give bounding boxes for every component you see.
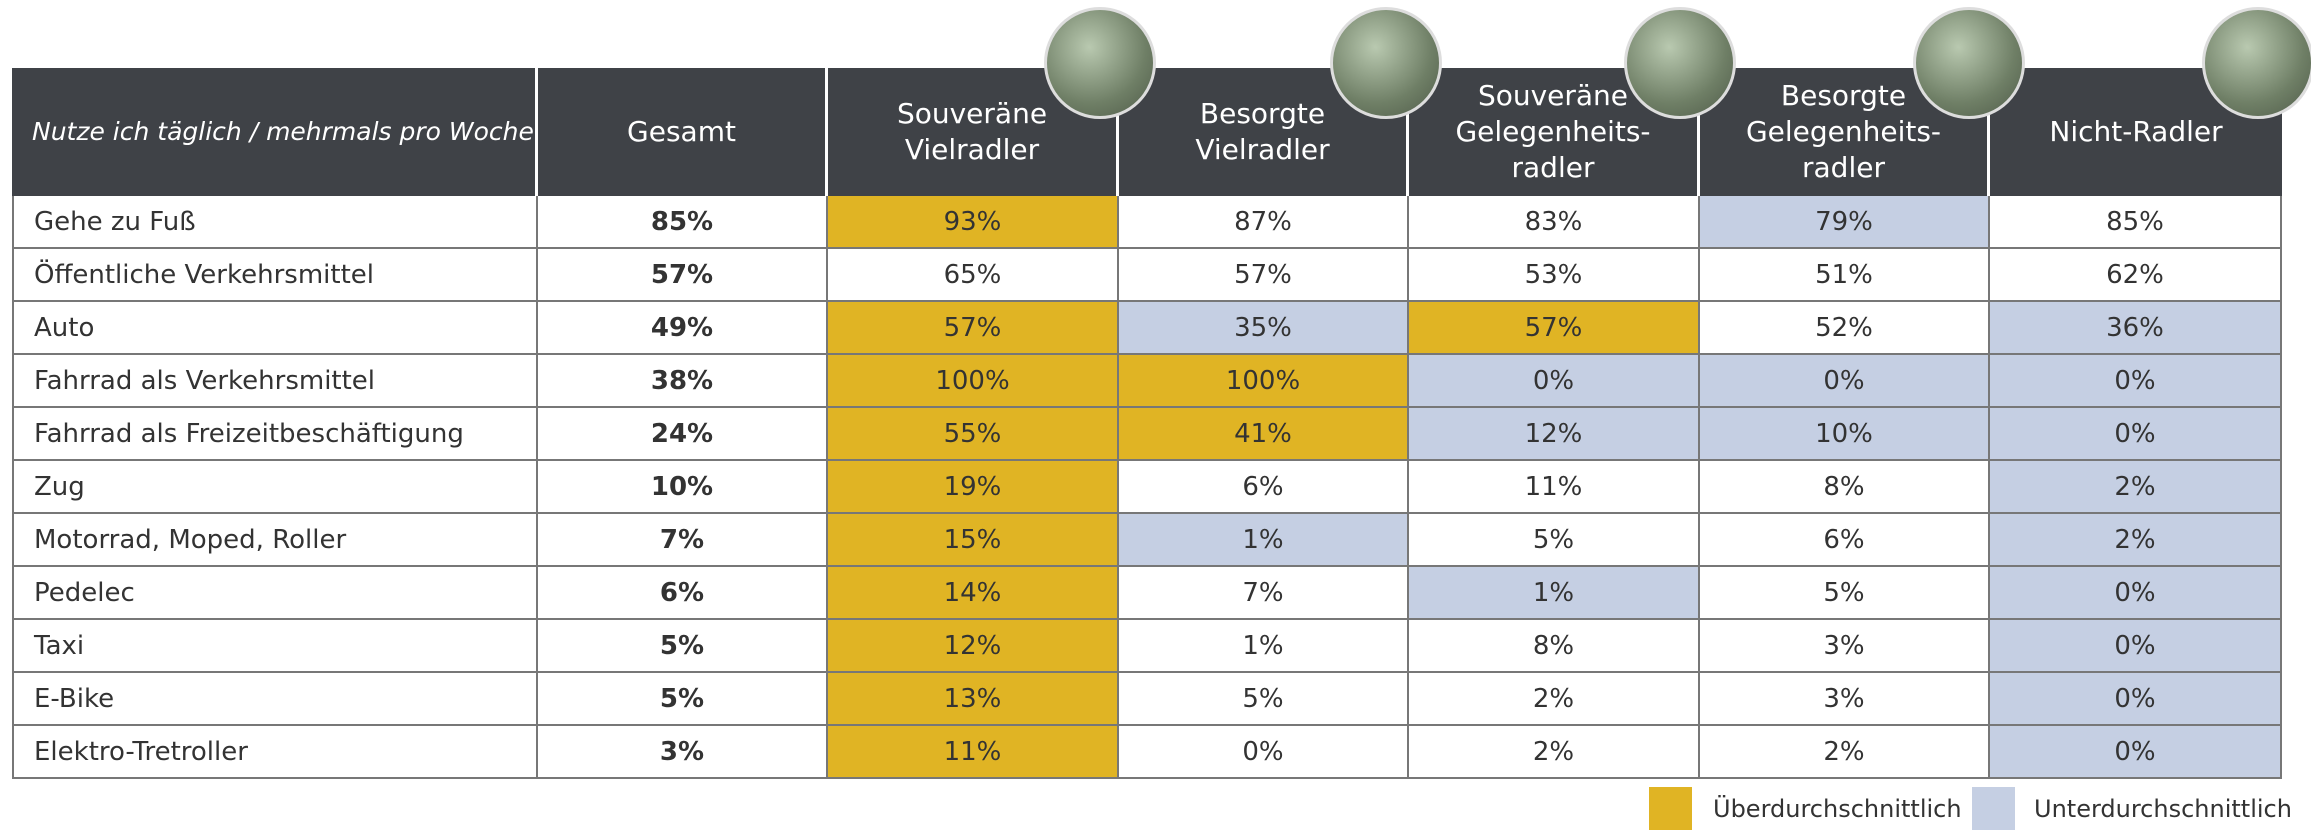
row-label: Gehe zu Fuß (12, 196, 538, 249)
value-cell: 1% (1409, 567, 1700, 620)
value-cell: 51% (1700, 249, 1990, 302)
row-label: Auto (12, 302, 538, 355)
row-label: E-Bike (12, 673, 538, 726)
value-cell: 52% (1700, 302, 1990, 355)
value-cell: 0% (1409, 355, 1700, 408)
header-cell: Gesamt (538, 68, 828, 196)
value-cell: 0% (1990, 408, 2282, 461)
value-cell: 6% (538, 567, 828, 620)
value-cell: 83% (1409, 196, 1700, 249)
value-cell: 2% (1409, 673, 1700, 726)
value-cell: 93% (828, 196, 1119, 249)
header-cell: Besorgte Vielradler (1119, 68, 1409, 196)
value-cell: 5% (1409, 514, 1700, 567)
row-label: Pedelec (12, 567, 538, 620)
legend-swatch (1972, 787, 2015, 830)
value-cell: 6% (1119, 461, 1409, 514)
value-cell: 2% (1409, 726, 1700, 779)
value-cell: 87% (1119, 196, 1409, 249)
value-cell: 7% (538, 514, 828, 567)
value-cell: 10% (1700, 408, 1990, 461)
value-cell: 36% (1990, 302, 2282, 355)
value-cell: 3% (1700, 620, 1990, 673)
value-cell: 12% (828, 620, 1119, 673)
value-cell: 11% (1409, 461, 1700, 514)
value-cell: 8% (1700, 461, 1990, 514)
value-cell: 5% (1700, 567, 1990, 620)
value-cell: 7% (1119, 567, 1409, 620)
value-cell: 5% (1119, 673, 1409, 726)
header-cell: Nutze ich täglich / mehrmals pro Woche (12, 68, 538, 196)
value-cell: 49% (538, 302, 828, 355)
value-cell: 0% (1990, 567, 2282, 620)
value-cell: 1% (1119, 514, 1409, 567)
value-cell: 41% (1119, 408, 1409, 461)
value-cell: 3% (538, 726, 828, 779)
legend-label: Überdurchschnittlich (1713, 795, 1962, 823)
value-cell: 3% (1700, 673, 1990, 726)
value-cell: 65% (828, 249, 1119, 302)
header-cell: Souveräne Gelegenheits- radler (1409, 68, 1700, 196)
value-cell: 100% (1119, 355, 1409, 408)
value-cell: 57% (828, 302, 1119, 355)
value-cell: 0% (1990, 673, 2282, 726)
row-label: Fahrrad als Freizeitbeschäftigung (12, 408, 538, 461)
value-cell: 57% (538, 249, 828, 302)
value-cell: 0% (1990, 355, 2282, 408)
value-cell: 5% (538, 620, 828, 673)
value-cell: 10% (538, 461, 828, 514)
value-cell: 2% (1990, 461, 2282, 514)
value-cell: 6% (1700, 514, 1990, 567)
row-label: Elektro-Tretroller (12, 726, 538, 779)
photo (1624, 7, 1736, 119)
value-cell: 79% (1700, 196, 1990, 249)
legend-label: Unterdurchschnittlich (2034, 795, 2292, 823)
row-label: Fahrrad als Verkehrsmittel (12, 355, 538, 408)
photo (1330, 7, 1442, 119)
value-cell: 13% (828, 673, 1119, 726)
value-cell: 2% (1990, 514, 2282, 567)
value-cell: 53% (1409, 249, 1700, 302)
photo (1044, 7, 1156, 119)
row-label: Öffentliche Verkehrsmittel (12, 249, 538, 302)
value-cell: 0% (1119, 726, 1409, 779)
value-cell: 8% (1409, 620, 1700, 673)
value-cell: 15% (828, 514, 1119, 567)
value-cell: 57% (1409, 302, 1700, 355)
row-label: Zug (12, 461, 538, 514)
value-cell: 35% (1119, 302, 1409, 355)
photo (2202, 7, 2311, 119)
value-cell: 0% (1700, 355, 1990, 408)
value-cell: 14% (828, 567, 1119, 620)
value-cell: 62% (1990, 249, 2282, 302)
value-cell: 11% (828, 726, 1119, 779)
value-cell: 0% (1990, 620, 2282, 673)
value-cell: 2% (1700, 726, 1990, 779)
value-cell: 24% (538, 408, 828, 461)
photo (1913, 7, 2025, 119)
value-cell: 55% (828, 408, 1119, 461)
value-cell: 19% (828, 461, 1119, 514)
row-label: Taxi (12, 620, 538, 673)
value-cell: 100% (828, 355, 1119, 408)
value-cell: 85% (538, 196, 828, 249)
value-cell: 57% (1119, 249, 1409, 302)
value-cell: 85% (1990, 196, 2282, 249)
row-label: Motorrad, Moped, Roller (12, 514, 538, 567)
value-cell: 0% (1990, 726, 2282, 779)
value-cell: 5% (538, 673, 828, 726)
value-cell: 12% (1409, 408, 1700, 461)
value-cell: 38% (538, 355, 828, 408)
value-cell: 1% (1119, 620, 1409, 673)
legend-swatch (1649, 787, 1692, 830)
